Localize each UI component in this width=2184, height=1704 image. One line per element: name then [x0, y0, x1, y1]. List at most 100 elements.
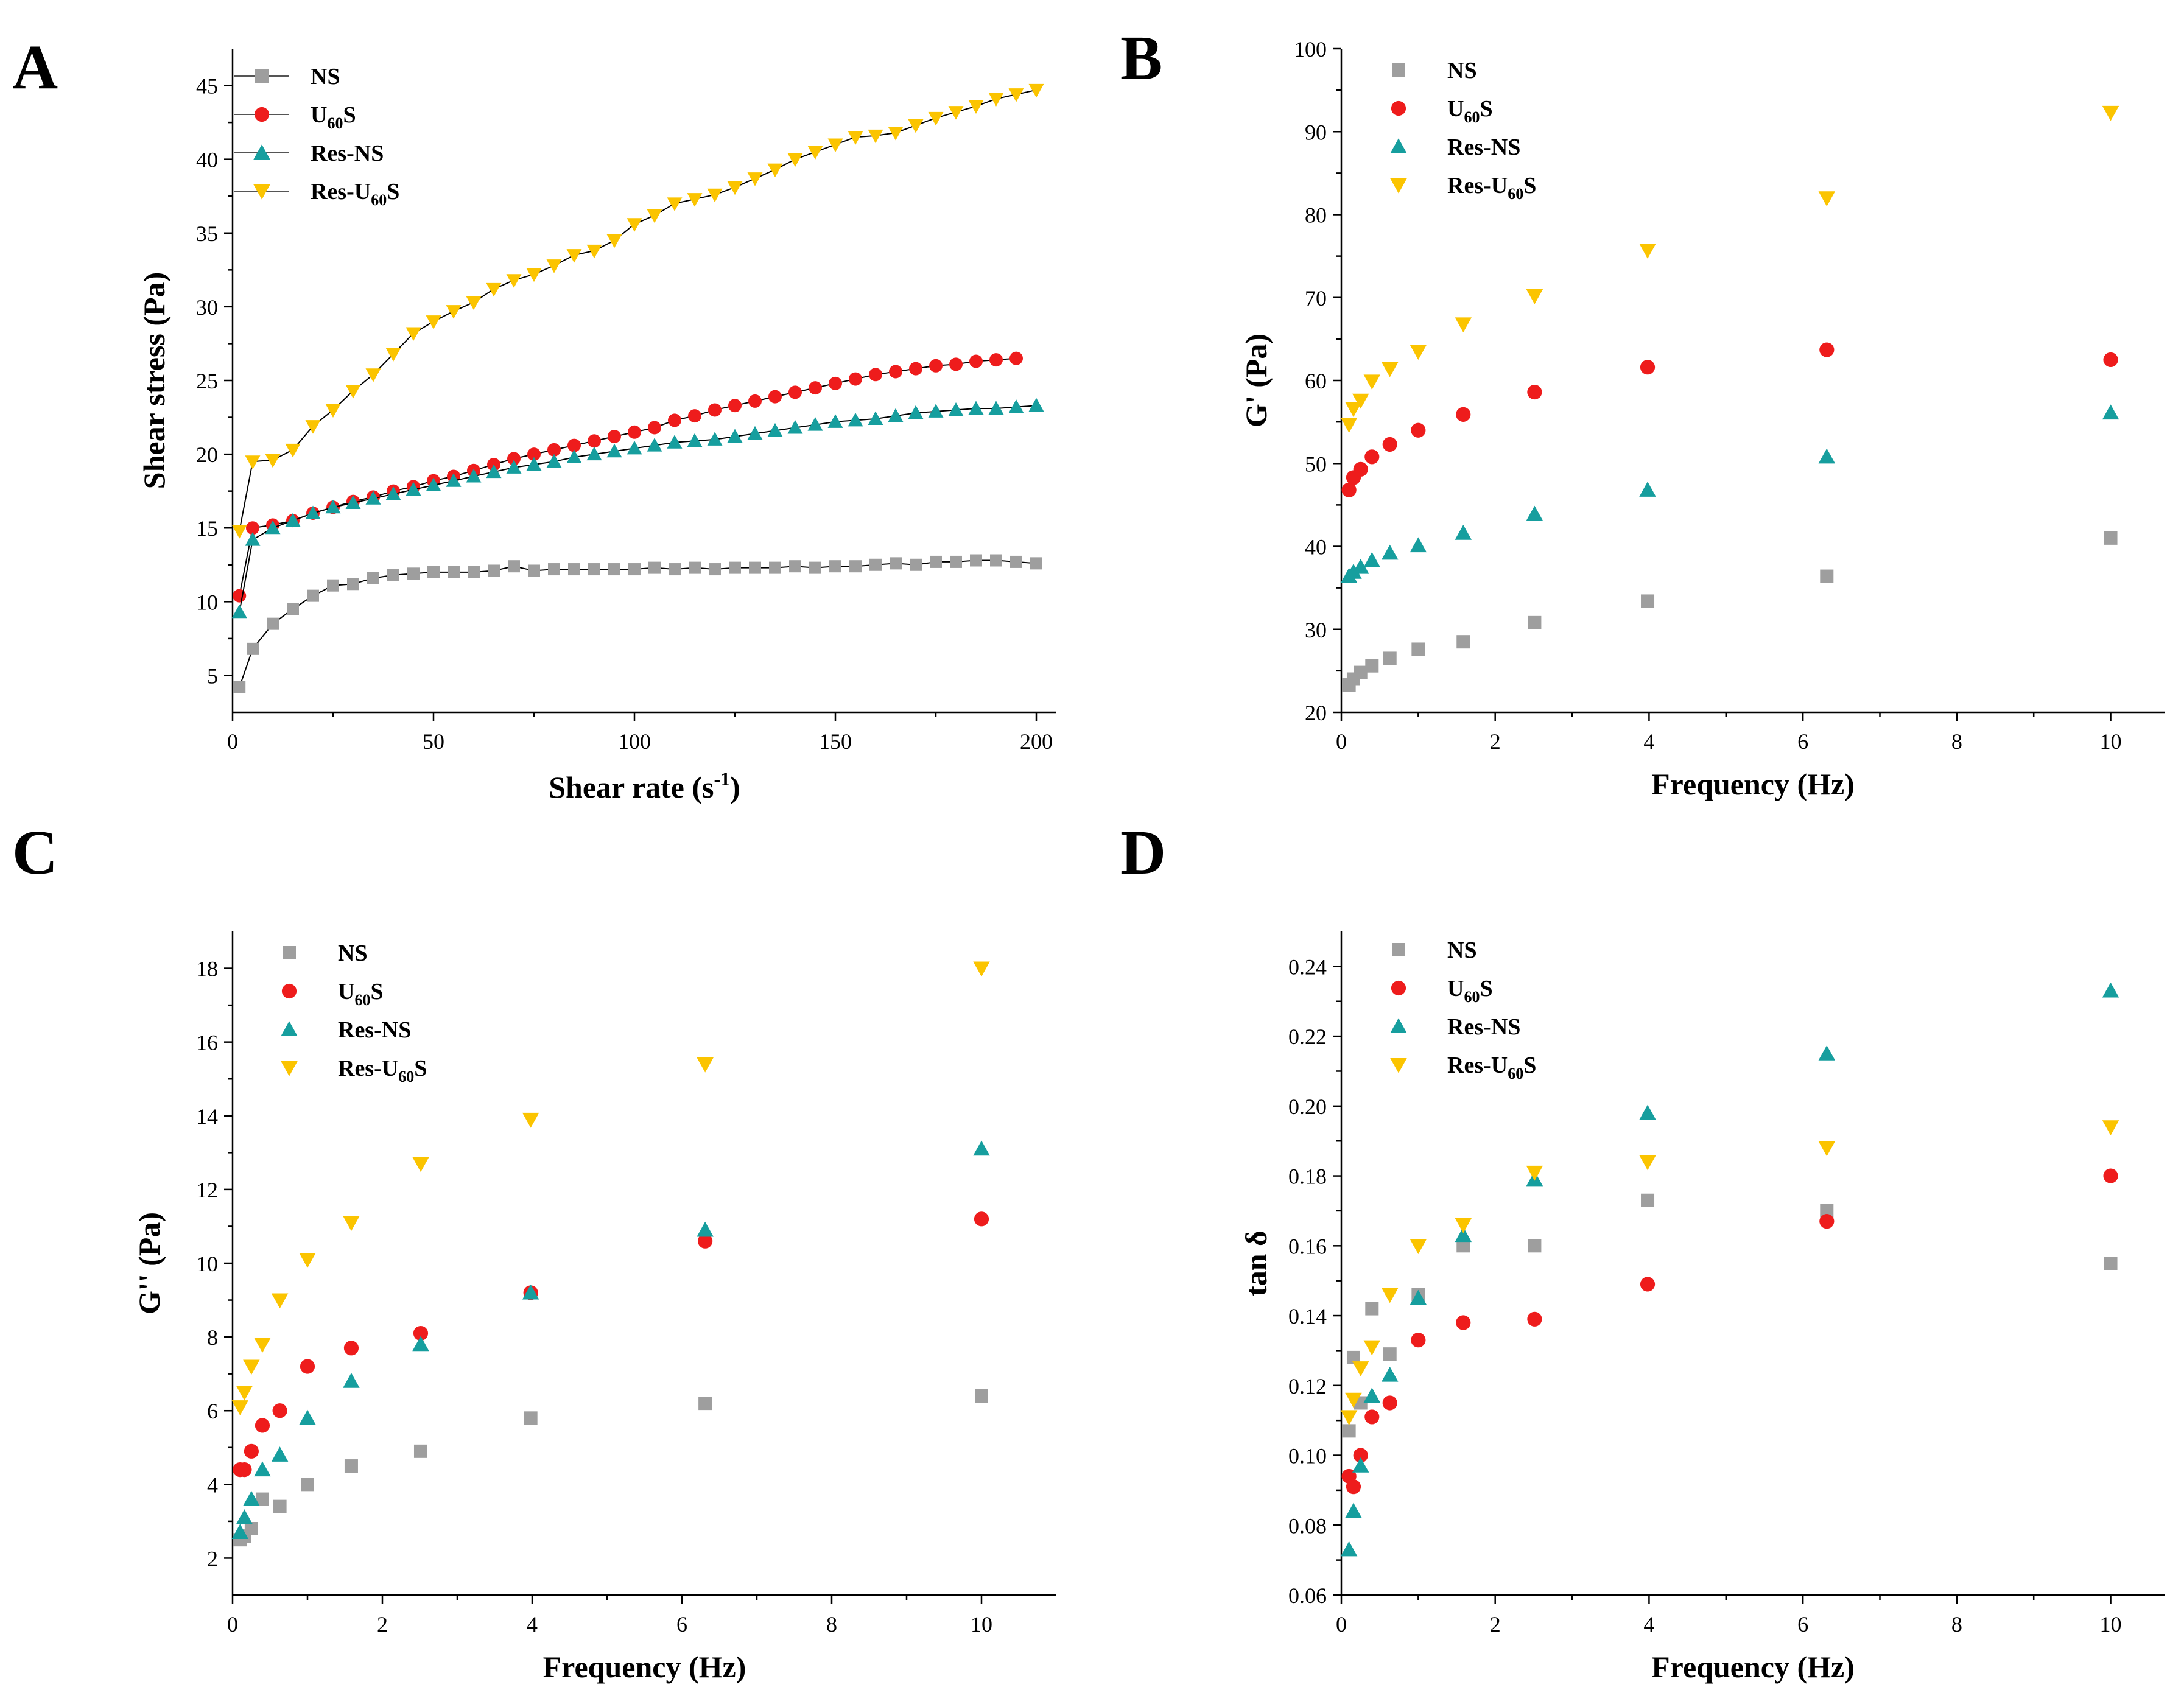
panel-a-point-ns — [990, 554, 1002, 567]
panel-c-point-resu60s — [243, 1359, 260, 1375]
panel-a-point-resns — [506, 460, 522, 474]
panel-d-legend-marker-ns — [1392, 943, 1405, 956]
panel-b-point-resns — [1345, 563, 1362, 579]
panel-b-legend-marker-u60s — [1391, 100, 1406, 116]
panel-b-x-tick-label: 2 — [1490, 729, 1501, 754]
panel-a-point-ns — [789, 560, 801, 573]
panel-a-legend-marker-resns — [253, 144, 270, 160]
panel-d-x-tick-label: 6 — [1797, 1612, 1808, 1636]
panel-d-point-resns — [1818, 1045, 1836, 1061]
panel-a-point-ns — [890, 557, 902, 570]
panel-c-y-tick-label: 12 — [196, 1178, 218, 1202]
panel-a-point-resu60s — [687, 193, 703, 207]
panel-d-legend: NS U60S Res-NS Res-U60S — [1390, 938, 1536, 1082]
panel-a-point-u60s — [648, 421, 661, 435]
panel-a-point-u60s — [567, 438, 581, 452]
panel-a-point-ns — [689, 561, 701, 574]
panel-d-point-ns — [1820, 1204, 1834, 1218]
panel-d-point-resu60s — [1526, 1165, 1543, 1181]
panel-a-legend-marker-u60s — [254, 107, 270, 122]
panel-d-y-tick-label: 0.20 — [1288, 1095, 1327, 1119]
panel-a-letter: A — [12, 32, 58, 102]
panel-d-y-tick-label: 0.08 — [1288, 1513, 1327, 1538]
panel-d-y-tick-label: 0.16 — [1288, 1234, 1327, 1258]
panel-a-point-resns — [446, 473, 462, 487]
panel-a-point-ns — [769, 561, 781, 574]
panel-d-legend-marker-resu60s — [1390, 1058, 1407, 1073]
panel-b-y-axis-title: G' (Pa) — [1239, 334, 1273, 427]
panel-a-point-ns — [568, 563, 580, 576]
panel-c-point-u60s — [343, 1341, 359, 1356]
panel-a-point-ns — [287, 603, 299, 615]
panel-c-legend-label-resu60s: Res-U60S — [338, 1056, 427, 1085]
panel-d-point-ns — [1641, 1193, 1655, 1207]
panel-a-point-ns — [307, 589, 319, 602]
panel-b-point-resns — [1410, 537, 1427, 553]
panel-b-y-tick-label: 40 — [1305, 535, 1327, 559]
panel-a-point-resu60s — [1028, 83, 1044, 98]
panel-b-point-resu60s — [1818, 191, 1836, 206]
panel-d-point-ns — [1346, 1350, 1360, 1364]
panel-c-y-tick-label: 8 — [207, 1325, 218, 1350]
panel-d-point-resu60s — [1363, 1340, 1381, 1356]
panel-c-point-u60s — [272, 1403, 287, 1418]
panel-d-point-resu60s — [2102, 1120, 2119, 1136]
panel-b-legend-label-resns: Res-NS — [1447, 135, 1520, 160]
panel-a-point-resns — [948, 402, 964, 416]
panel-d-series-resu60s — [1340, 1120, 2119, 1426]
panel-a-point-ns — [628, 563, 641, 576]
panel-c-y-axis-title-group: G'' (Pa) — [132, 1212, 166, 1314]
panel-c-legend-marker-u60s — [281, 983, 297, 999]
panel-c-x-tick-label: 8 — [826, 1612, 837, 1636]
panel-b-x-tick-label: 10 — [2100, 729, 2122, 754]
panel-a-point-resns — [667, 435, 683, 449]
panel-c-point-resu60s — [522, 1112, 539, 1128]
panel-a-point-u60s — [788, 385, 802, 399]
panel-a-point-ns — [427, 566, 440, 578]
panel-a-point-resu60s — [868, 129, 883, 144]
panel-a-point-ns — [849, 560, 862, 573]
panel-b-x-tick-label: 8 — [1951, 729, 1962, 754]
panel-d-point-ns — [1383, 1347, 1397, 1361]
panel-a-point-u60s — [889, 365, 902, 379]
panel-a-point-u60s — [507, 452, 521, 466]
panel-d-point-ns — [2104, 1257, 2118, 1270]
panel-a-point-resns — [848, 412, 863, 427]
panel-b-point-ns — [2104, 531, 2118, 545]
panel-c-point-u60s — [244, 1443, 259, 1459]
panel-a-point-resns — [426, 477, 441, 491]
panel-a-point-u60s — [688, 409, 701, 423]
panel-c-y-tick-label: 16 — [196, 1031, 218, 1055]
panel-a-point-resns — [265, 520, 281, 535]
panel-c-y-axis-title: G'' (Pa) — [132, 1212, 166, 1314]
panel-a-point-ns — [267, 617, 279, 630]
panel-d-point-ns — [1456, 1239, 1470, 1253]
panel-b-x-tick-label: 6 — [1797, 729, 1808, 754]
panel-d-legend-label-resu60s: Res-U60S — [1447, 1053, 1536, 1082]
panel-a-point-ns — [548, 563, 560, 576]
panel-b-point-ns — [1383, 651, 1397, 665]
panel-d-x-tick-label: 0 — [1336, 1612, 1347, 1636]
panel-c-point-ns — [244, 1522, 258, 1535]
panel-a-point-resu60s — [827, 138, 843, 152]
panel-a-point-u60s — [869, 368, 882, 382]
panel-c-point-ns — [975, 1389, 988, 1403]
panel-a-point-ns — [367, 572, 379, 584]
panel-a-x-tick-label: 150 — [819, 729, 852, 754]
panel-d-point-resu60s — [1818, 1141, 1836, 1157]
panel-d-point-u60s — [1640, 1277, 1656, 1292]
panel-a-point-ns — [829, 560, 841, 573]
panel-a-point-resu60s — [546, 259, 562, 273]
panel-a-line-u60s — [239, 357, 1017, 596]
panel-a-point-u60s — [547, 443, 561, 457]
panel-a-point-resu60s — [727, 181, 743, 195]
panel-d-y-tick-label: 0.22 — [1288, 1025, 1327, 1049]
panel-a-point-resu60s — [466, 296, 482, 310]
panel-a-series-resu60s — [231, 83, 1044, 539]
panel-c-series-resns — [231, 1140, 990, 1540]
panel-c-point-resu60s — [236, 1385, 253, 1401]
panel-a-y-tick-label: 25 — [196, 369, 218, 393]
panel-b-x-axis-title: Frequency (Hz) — [1651, 767, 1855, 801]
panel-d-point-resu60s — [1345, 1392, 1362, 1408]
